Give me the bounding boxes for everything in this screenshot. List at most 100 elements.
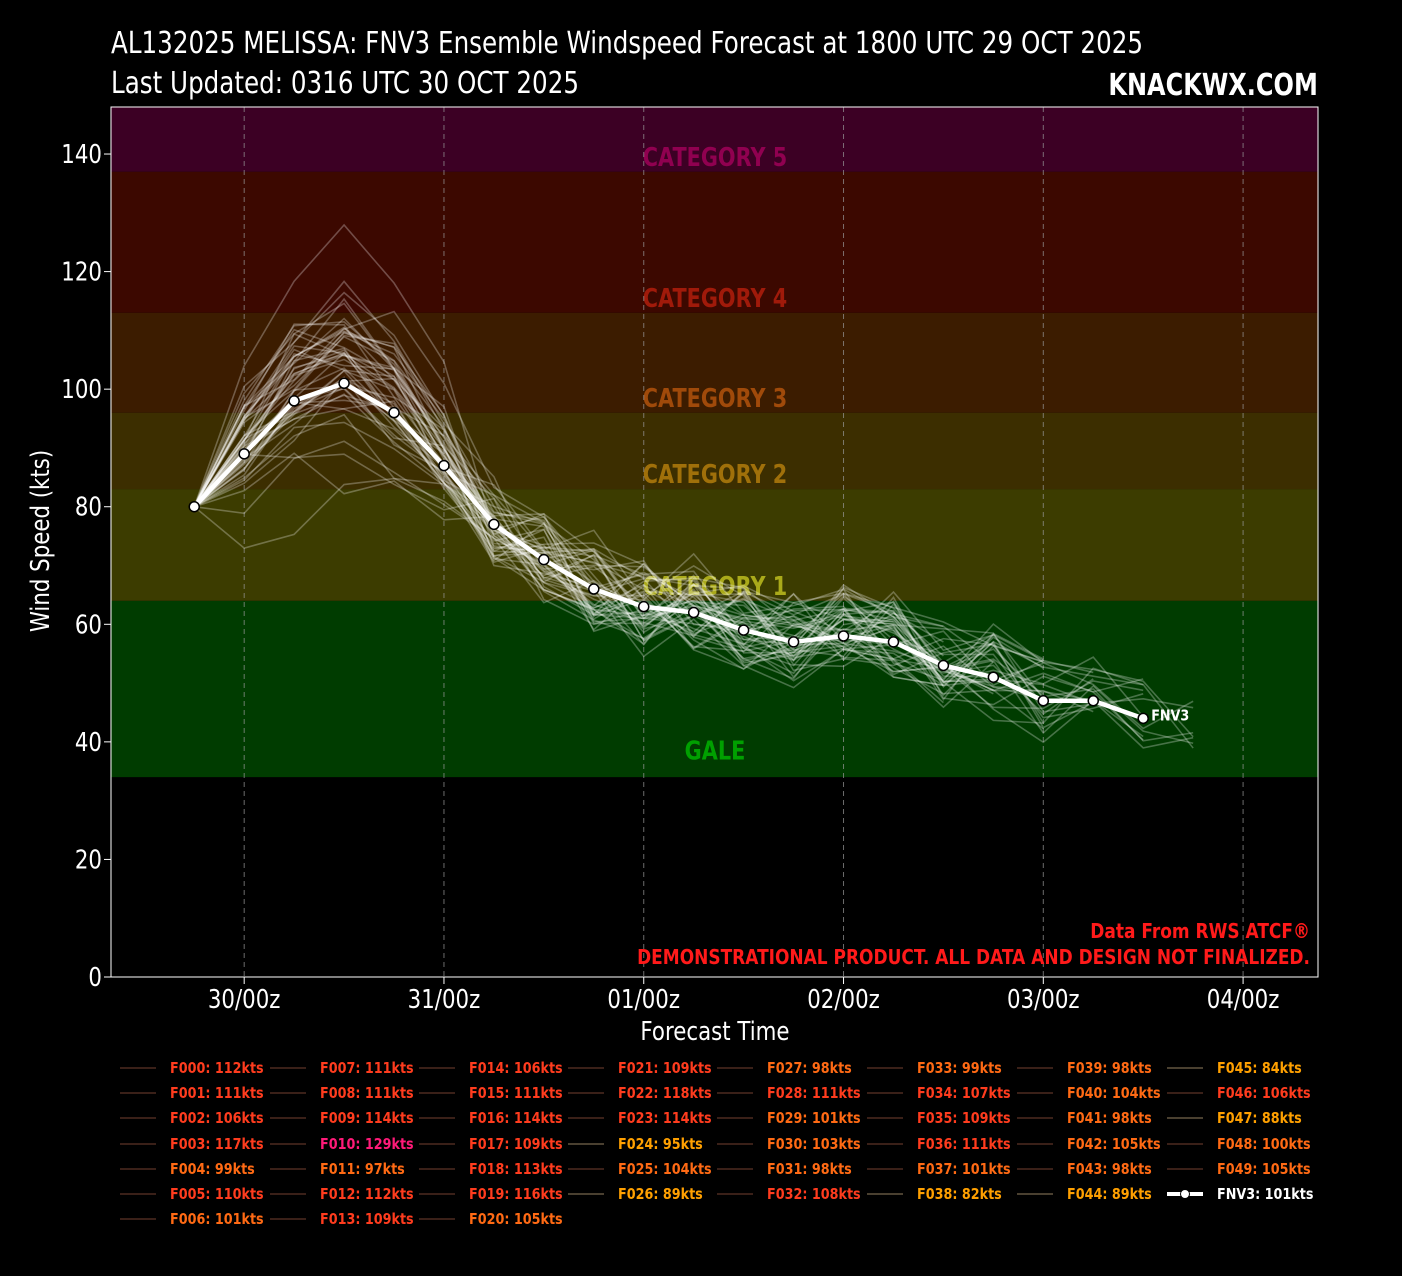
- last-updated-text: Last Updated: 0316 UTC 30 OCT 2025: [111, 66, 580, 101]
- legend-swatch: [867, 1193, 903, 1195]
- legend-swatch: [270, 1142, 306, 1145]
- legend-swatch: [419, 1142, 455, 1145]
- legend-label: F007: 111kts: [320, 1059, 414, 1077]
- legend-label: F030: 103kts: [767, 1134, 861, 1153]
- fnv3-point: [787, 636, 800, 648]
- legend-item: F042: 105kts: [1017, 1133, 1177, 1155]
- legend-label: F019: 116kts: [469, 1185, 563, 1203]
- intensity-bands: [111, 107, 1318, 977]
- x-tick-label: 03/00z: [1007, 984, 1080, 1015]
- fnv3-point: [388, 406, 400, 419]
- legend-item: F032: 108kts: [717, 1183, 877, 1205]
- member-line-f003: [193, 291, 1094, 705]
- legend-label: F000: 112kts: [170, 1059, 264, 1077]
- legend-label: F005: 110kts: [170, 1185, 264, 1203]
- legend-swatch: [867, 1092, 903, 1095]
- band-label-gale: GALE: [685, 735, 746, 766]
- legend-swatch: [120, 1142, 156, 1145]
- member-line-f023: [193, 323, 1044, 697]
- member-line-f006: [193, 399, 1044, 687]
- legend-item: F019: 116kts: [419, 1183, 579, 1205]
- legend-label: F037: 101kts: [917, 1159, 1011, 1178]
- legend-swatch: [120, 1092, 156, 1095]
- legend-swatch: [1167, 1117, 1203, 1120]
- legend-label: F046: 106kts: [1217, 1084, 1311, 1103]
- legend-item: F035: 109kts: [867, 1107, 1027, 1129]
- fnv3-line: [192, 381, 1144, 721]
- chart-title: AL132025 MELISSA: FNV3 Ensemble Windspee…: [111, 26, 1144, 61]
- legend-swatch: [419, 1193, 455, 1195]
- legend-label: F035: 109kts: [917, 1109, 1011, 1128]
- plot-frame: [110, 106, 1319, 978]
- member-line-f019: [193, 310, 1094, 674]
- member-line-f014: [193, 353, 1044, 701]
- legend-item: F045: 84kts: [1167, 1057, 1317, 1079]
- legend-item: F049: 105kts: [1167, 1158, 1327, 1180]
- legend-swatch: [1017, 1167, 1053, 1170]
- legend-label: F043: 98kts: [1067, 1159, 1152, 1178]
- band-label-category-5: CATEGORY 5: [643, 141, 787, 172]
- legend-swatch: [1167, 1142, 1203, 1145]
- legend-swatch: [867, 1117, 903, 1120]
- legend-item: F040: 104kts: [1017, 1082, 1177, 1104]
- member-line-f044: [193, 453, 1044, 724]
- fnv3-point: [837, 630, 850, 642]
- member-line-f010: [193, 223, 1194, 730]
- y-tick-label: 60: [75, 609, 102, 640]
- legend-label: F036: 111kts: [917, 1134, 1011, 1153]
- legend-label: F040: 104kts: [1067, 1084, 1161, 1103]
- legend-item: F008: 111kts: [270, 1082, 430, 1104]
- legend-label: F017: 109kts: [469, 1134, 563, 1153]
- member-line-f001: [193, 345, 994, 678]
- legend-swatch: [270, 1218, 306, 1221]
- member-line-f043: [193, 377, 944, 669]
- band-label-category-1: CATEGORY 1: [643, 571, 787, 602]
- legend-label: F033: 99kts: [917, 1059, 1002, 1077]
- member-line-f018: [193, 321, 1044, 706]
- member-line-f047: [194, 440, 994, 709]
- legend-swatch: [867, 1142, 903, 1145]
- band-category-1: [111, 489, 1318, 601]
- legend-item: F029: 101kts: [717, 1107, 877, 1129]
- band-gale: [111, 600, 1318, 778]
- axes: 0 20 40 60 80 100 120 140 30/00z 31/00z 01/00z 02/0…: [61, 106, 1319, 1015]
- member-line-f041: [193, 376, 1094, 729]
- legend-swatch: [120, 1167, 156, 1170]
- legend-label: F038: 82kts: [917, 1185, 1002, 1203]
- x-tick-label: 01/00z: [607, 984, 680, 1015]
- fnv3-point: [438, 459, 450, 472]
- x-tick-label: 30/00z: [208, 984, 281, 1015]
- legend-item: F002: 106kts: [120, 1107, 280, 1129]
- band-label-category-4: CATEGORY 4: [643, 283, 787, 314]
- fnv3-point: [987, 671, 1000, 683]
- legend-item: F010: 129kts: [270, 1133, 430, 1155]
- legend-item: F015: 111kts: [419, 1082, 579, 1104]
- legend-label: F010: 129kts: [320, 1134, 414, 1153]
- legend-label: F024: 95kts: [618, 1134, 703, 1153]
- legend-item: F033: 99kts: [867, 1057, 1017, 1079]
- legend-swatch: [867, 1067, 903, 1069]
- legend-item: FNV3: 101kts: [1167, 1183, 1330, 1205]
- legend-label: F003: 117kts: [170, 1134, 264, 1153]
- member-line-f017: [193, 332, 1144, 719]
- member-line-f004: [193, 400, 944, 686]
- legend-swatch: [1017, 1067, 1053, 1069]
- legend-swatch: [270, 1117, 306, 1120]
- legend-label: F006: 101kts: [170, 1210, 264, 1229]
- legend-swatch: [568, 1117, 604, 1120]
- member-line-f026: [193, 413, 994, 695]
- legend-item: F028: 111kts: [717, 1082, 877, 1104]
- member-line-f042: [193, 349, 1144, 738]
- legend-item: F012: 112kts: [270, 1183, 430, 1205]
- legend-swatch: [1017, 1092, 1053, 1095]
- legend-swatch: [1017, 1142, 1053, 1145]
- member-line-f021: [193, 326, 895, 647]
- ensemble-member-lines: [193, 223, 1194, 749]
- legend-item: F046: 106kts: [1167, 1082, 1327, 1104]
- member-line-f049: [193, 347, 1144, 710]
- legend-item: F047: 88kts: [1167, 1107, 1317, 1129]
- fnv3-point: [637, 600, 650, 613]
- legend-swatch: [270, 1067, 306, 1069]
- fnv3-point: [188, 500, 200, 513]
- legend-label: F023: 114kts: [618, 1109, 712, 1128]
